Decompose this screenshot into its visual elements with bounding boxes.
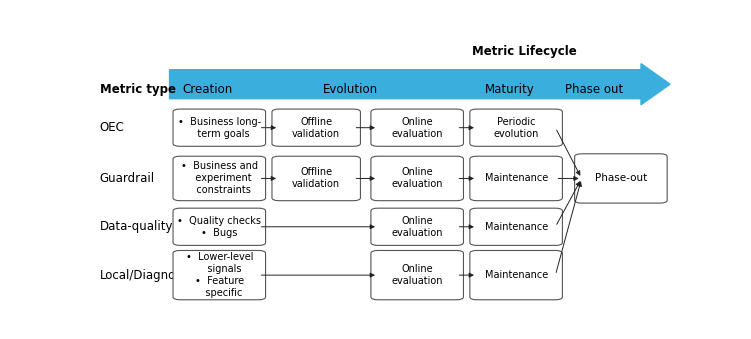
Text: Creation: Creation [182, 82, 233, 96]
Text: Metric type: Metric type [100, 82, 176, 96]
Text: Maturity: Maturity [485, 82, 535, 96]
FancyBboxPatch shape [371, 109, 463, 146]
Text: Data-quality: Data-quality [100, 220, 173, 233]
Text: Maintenance: Maintenance [484, 222, 547, 232]
Text: Phase-out: Phase-out [595, 174, 647, 183]
FancyBboxPatch shape [470, 208, 562, 245]
FancyBboxPatch shape [173, 109, 266, 146]
Text: •  Business and
   experiment
   constraints: • Business and experiment constraints [181, 161, 258, 196]
Text: Phase out: Phase out [566, 82, 623, 96]
Text: Online
evaluation: Online evaluation [391, 117, 443, 139]
Text: Offline
validation: Offline validation [292, 117, 340, 139]
Text: Maintenance: Maintenance [484, 174, 547, 183]
FancyBboxPatch shape [575, 154, 667, 203]
FancyBboxPatch shape [173, 208, 266, 245]
Text: Online
evaluation: Online evaluation [391, 264, 443, 286]
Text: Maintenance: Maintenance [484, 270, 547, 280]
Text: •  Business long-
   term goals: • Business long- term goals [178, 117, 261, 139]
FancyBboxPatch shape [272, 156, 360, 201]
FancyBboxPatch shape [371, 156, 463, 201]
FancyBboxPatch shape [470, 251, 562, 300]
Text: Offline
validation: Offline validation [292, 167, 340, 190]
Text: OEC: OEC [100, 121, 125, 134]
Text: Guardrail: Guardrail [100, 172, 155, 185]
FancyBboxPatch shape [371, 208, 463, 245]
FancyBboxPatch shape [470, 156, 562, 201]
Text: •  Lower-level
   signals
•  Feature
   specific: • Lower-level signals • Feature specific [185, 252, 253, 298]
FancyBboxPatch shape [272, 109, 360, 146]
FancyBboxPatch shape [173, 251, 266, 300]
Text: •  Quality checks
•  Bugs: • Quality checks • Bugs [177, 216, 261, 238]
FancyBboxPatch shape [173, 156, 266, 201]
Text: Metric Lifecycle: Metric Lifecycle [472, 45, 577, 58]
Polygon shape [170, 64, 670, 105]
Text: Evolution: Evolution [322, 82, 378, 96]
Text: Local/Diagnosis: Local/Diagnosis [100, 268, 192, 282]
Text: Online
evaluation: Online evaluation [391, 167, 443, 190]
Text: Periodic
evolution: Periodic evolution [493, 117, 538, 139]
FancyBboxPatch shape [470, 109, 562, 146]
Text: Online
evaluation: Online evaluation [391, 216, 443, 238]
FancyBboxPatch shape [371, 251, 463, 300]
